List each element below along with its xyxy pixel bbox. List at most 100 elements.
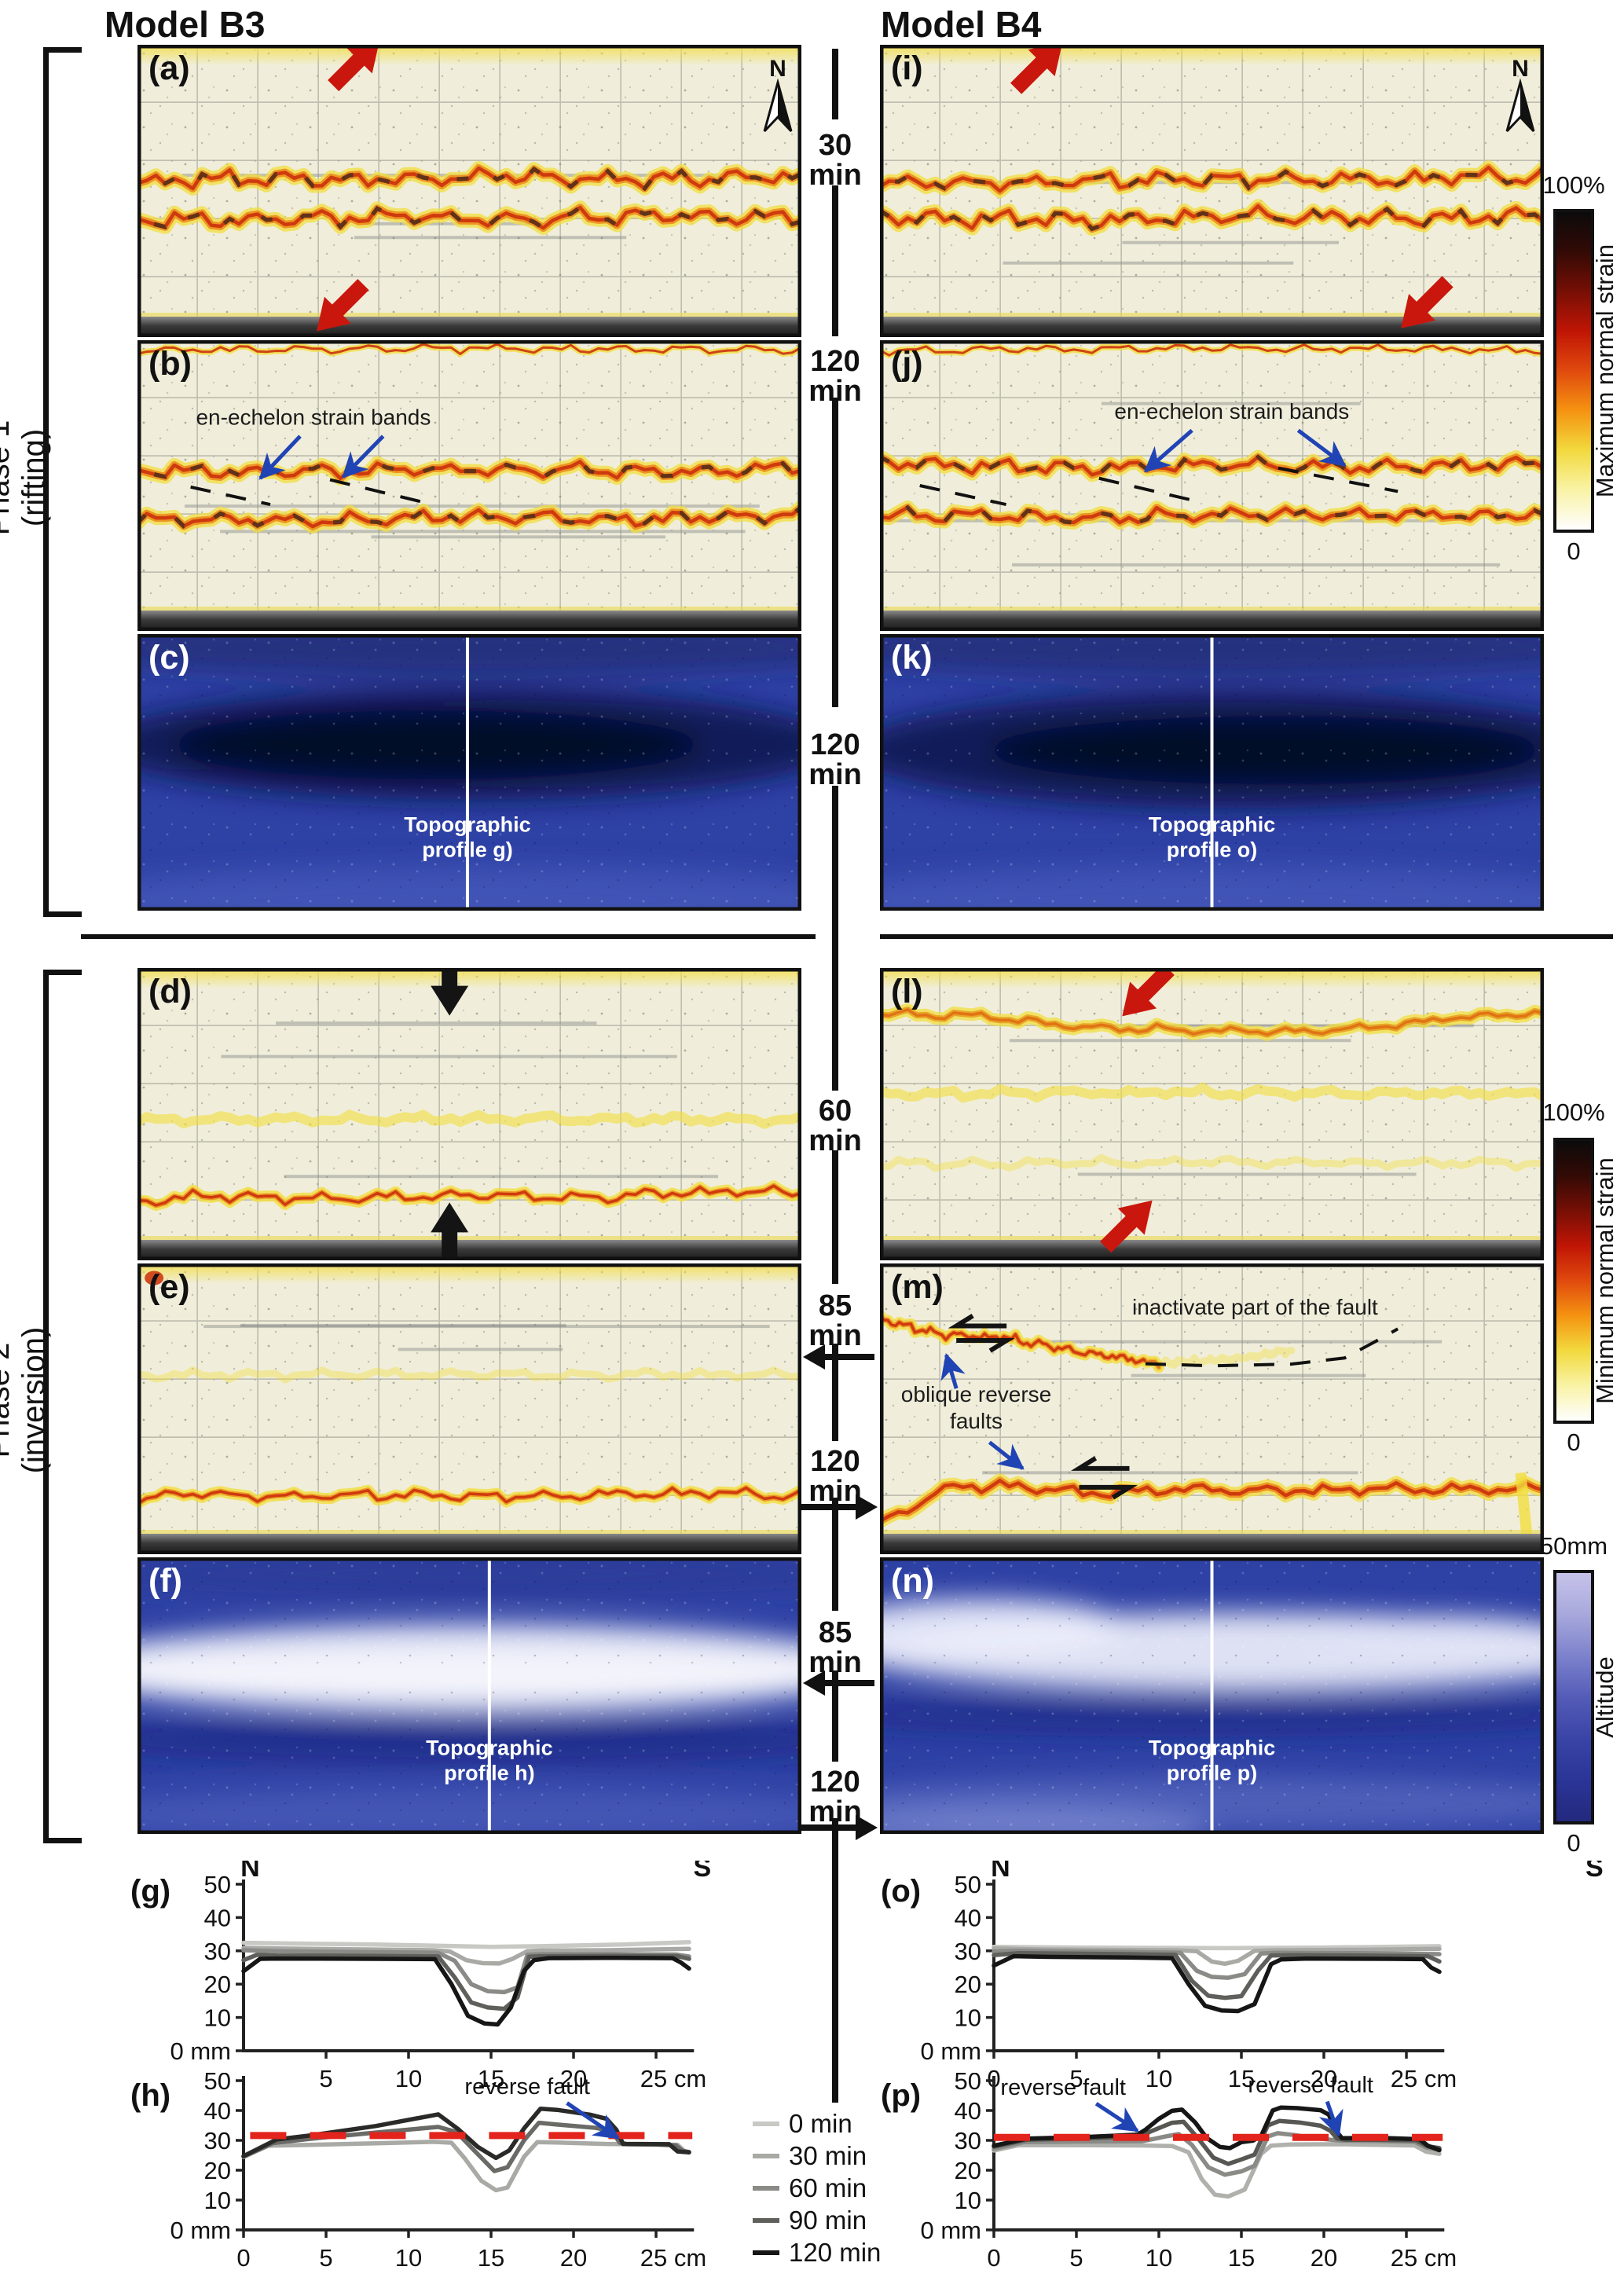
legend-item: 30 min	[753, 2140, 1012, 2172]
south-label: S	[1586, 1861, 1604, 1883]
panel-a-graphic: N	[137, 45, 801, 337]
plate-motion-arrow-icon	[1010, 45, 1063, 94]
panel-c-graphic: Topographic profile g)	[137, 634, 801, 911]
colorbar-max-strain-min: 0	[1567, 537, 1581, 565]
panel-annotation: inactivate part of the fault	[1132, 1295, 1378, 1319]
panel-p-letter: (p)	[881, 2078, 921, 2113]
topographic-profile-label: Topographic profile h)	[426, 1736, 553, 1785]
y-tick: 0 mm	[170, 2037, 232, 2065]
y-tick: 0 mm	[921, 2037, 982, 2065]
phase2-line2: (inversion)	[16, 1326, 51, 1474]
colorbar-max-strain-label: Maximum normal strain	[1591, 244, 1619, 498]
plate-motion-arrow-icon	[1122, 968, 1175, 1017]
legend-swatch	[753, 2121, 779, 2126]
annotation-arrow-icon	[940, 1352, 966, 1389]
colorbar-altitude-label: Altitude	[1591, 1656, 1619, 1738]
panel-e-letter: (e)	[148, 1268, 190, 1306]
topographic-profile-label: Topographic profile o)	[1149, 813, 1276, 862]
phase2-bracket	[43, 970, 82, 1843]
phase2-label: Phase 2(inversion)	[0, 1259, 60, 1542]
panel-a: N (a)	[137, 45, 801, 337]
strike-slip-arrow-icon	[956, 1338, 1015, 1353]
phase1-line1: Phase 1	[0, 420, 16, 536]
north-arrow-icon: N	[763, 56, 793, 133]
panel-j: en-echelon strain bands (j)	[880, 340, 1544, 631]
convergence-arrow-icon	[431, 1202, 469, 1260]
x-tick: 15	[478, 2244, 504, 2272]
panel-e-graphic	[137, 1263, 801, 1554]
y-tick: 50	[955, 1871, 981, 1898]
phase1-bracket	[43, 47, 82, 917]
phase-separator-right	[880, 934, 1613, 939]
strike-slip-arrow-icon	[1079, 1484, 1138, 1500]
panel-f-graphic: Topographic profile h)	[137, 1557, 801, 1834]
x-tick: 5	[1069, 2244, 1083, 2272]
annotation-arrow-icon	[1094, 2102, 1139, 2132]
model-b3-title: Model B3	[104, 4, 266, 45]
strike-slip-arrow-icon	[1070, 1456, 1130, 1471]
x-tick: 0	[236, 2244, 250, 2272]
colorbar-altitude-min: 0	[1567, 1829, 1581, 1857]
panel-c: Topographic profile g) (c)	[137, 634, 801, 911]
annotation-arrow-icon	[1318, 2100, 1344, 2137]
plate-motion-arrow-icon	[1401, 276, 1454, 328]
x-tick: 25 cm	[1391, 2244, 1457, 2272]
y-tick: 30	[955, 2127, 981, 2154]
panel-h-letter: (h)	[130, 2078, 170, 2113]
chart-annotation: reverse fault	[1248, 2073, 1373, 2098]
time-label: 120	[810, 728, 860, 761]
y-tick: 30	[204, 2127, 231, 2154]
series-120-min	[241, 2106, 691, 2161]
panel-k: Topographic profile o) (k)	[880, 634, 1544, 911]
panel-f-letter: (f)	[148, 1562, 182, 1600]
time-legend: 0 min 30 min 60 min 90 min 120 min	[753, 2107, 1012, 2268]
colorbar-min-strain-max: 100%	[1542, 1098, 1605, 1126]
panel-b-graphic: en-echelon strain bands	[137, 340, 801, 631]
phase1-label: Phase 1(rifting)	[0, 336, 60, 619]
panel-k-letter: (k)	[891, 639, 933, 677]
north-arrow-icon: N	[1505, 56, 1535, 133]
x-tick: 10	[395, 2244, 422, 2272]
plate-motion-arrow-icon	[1100, 1200, 1153, 1253]
chart-g: (g) 0 mm 10 20 30 40 50 5 10 15 20 25 cm N S	[118, 1853, 872, 2100]
x-tick: 0	[987, 2244, 1000, 2272]
time-label: 120	[810, 1445, 860, 1478]
plate-motion-arrow-icon	[328, 45, 380, 92]
time-label: 120	[810, 345, 860, 378]
series-0-min	[992, 1944, 1442, 1951]
topographic-profile-line	[487, 1557, 491, 1834]
panel-l-letter: (l)	[891, 973, 923, 1010]
x-tick: 25 cm	[1391, 2065, 1457, 2092]
panel-d-graphic	[137, 968, 801, 1260]
x-tick: 25 cm	[640, 2244, 706, 2272]
legend-item: 120 min	[753, 2236, 1012, 2268]
y-tick: 40	[204, 1904, 231, 1931]
legend-label: 120 min	[789, 2237, 882, 2267]
panel-n-graphic: Topographic profile p)	[880, 1557, 1544, 1834]
x-tick: 10	[395, 2065, 422, 2092]
y-tick: 50	[955, 2073, 981, 2095]
panel-b-letter: (b)	[148, 345, 192, 383]
panel-annotation: en-echelon strain bands	[1114, 399, 1349, 424]
panel-d-letter: (d)	[148, 973, 192, 1010]
time-label: 120	[810, 1766, 860, 1799]
x-tick: 25 cm	[640, 2065, 706, 2092]
panel-a-letter: (a)	[148, 50, 190, 87]
chart-annotation: reverse fault	[464, 2074, 590, 2099]
legend-swatch	[753, 2153, 779, 2158]
plate-motion-arrow-icon	[317, 279, 369, 332]
panel-k-graphic: Topographic profile o)	[880, 634, 1544, 911]
panel-l: (l)	[880, 968, 1544, 1260]
topographic-profile-line	[1210, 634, 1214, 911]
panel-i-graphic: N	[880, 45, 1544, 337]
north-label: N	[240, 1861, 260, 1883]
strike-slip-arrow-icon	[948, 1313, 1007, 1329]
convergence-arrow-icon	[431, 968, 469, 1016]
annotation-arrow-icon	[258, 435, 302, 480]
svg-text:N: N	[769, 56, 786, 82]
x-tick: 15	[478, 2065, 504, 2092]
panel-o-letter: (o)	[881, 1874, 921, 1909]
panel-l-graphic	[880, 968, 1544, 1260]
